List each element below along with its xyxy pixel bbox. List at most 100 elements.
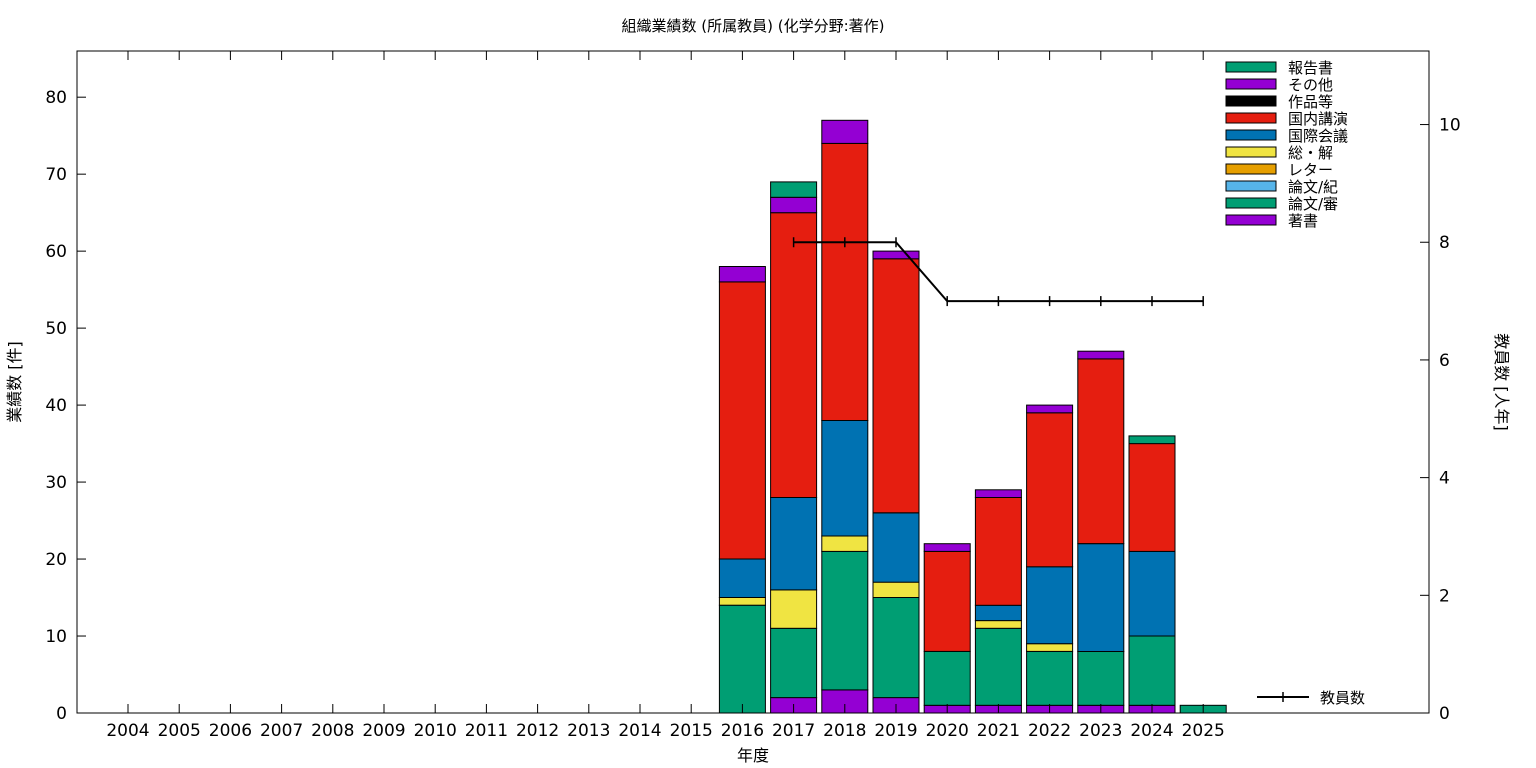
legend-swatch [1225, 214, 1277, 226]
x-tick-label: 2025 [1182, 721, 1225, 741]
bar-2024-series-6 [1128, 443, 1176, 552]
bar-2018-series-8 [821, 119, 869, 144]
legend-label: レター [1288, 161, 1333, 179]
plot-frame [76, 50, 1430, 714]
x-tick-label: 2005 [158, 721, 201, 741]
bar-2022-series-1 [1026, 650, 1074, 706]
x-tick-label: 2015 [670, 721, 713, 741]
x-tick-label: 2007 [260, 721, 303, 741]
y2-tick-label: 4 [1439, 469, 1450, 489]
bar-2022-series-8 [1026, 404, 1074, 414]
bar-2020-series-1 [923, 650, 971, 706]
x-tick-label: 2023 [1079, 721, 1122, 741]
bar-2019-series-8 [872, 250, 920, 260]
legend-label: 国内講演 [1288, 110, 1348, 128]
bar-2017-series-1 [770, 627, 818, 699]
legend-label: 報告書 [1288, 59, 1333, 77]
x-tick-label: 2008 [311, 721, 354, 741]
bars-layer [718, 119, 1227, 714]
bar-2023-series-6 [1077, 358, 1125, 545]
x-axis-label: 年度 [737, 746, 769, 765]
bar-2019-series-6 [872, 258, 920, 514]
legend-swatch [1225, 129, 1277, 141]
bar-2022-series-5 [1026, 566, 1074, 645]
y2-tick-label: 0 [1439, 704, 1450, 724]
legend-swatch [1225, 95, 1277, 107]
bar-2019-series-4 [872, 581, 920, 598]
bar-2017-series-5 [770, 497, 818, 591]
bar-2021-series-4 [974, 620, 1022, 629]
legend-swatch [1225, 78, 1277, 90]
bar-2019-series-5 [872, 512, 920, 583]
ticks-layer: 0 10 20 30 40 50 60 70 80 0 2 4 6 8 10 2004 2005 2006 2007… [45, 51, 1461, 741]
x-tick-label: 2012 [516, 721, 559, 741]
bar-2016-series-1 [718, 604, 766, 714]
legend-label: 作品等 [1288, 93, 1333, 111]
legend-label: 国際会議 [1288, 127, 1348, 145]
bar-2018-series-5 [821, 420, 869, 537]
legend-swatch [1225, 61, 1277, 73]
legend-label: その他 [1288, 76, 1333, 94]
bar-2017-series-9 [770, 181, 818, 198]
y-axis-label: 業績数 [件] [5, 341, 24, 423]
bar-2018-series-1 [821, 550, 869, 691]
bar-2021-series-1 [974, 627, 1022, 706]
y-tick-label: 50 [45, 319, 67, 339]
y2-axis-label: 教員数 [人年] [1492, 333, 1511, 431]
bar-2023-series-1 [1077, 650, 1125, 706]
bar-2018-series-6 [821, 142, 869, 421]
x-tick-label: 2009 [362, 721, 405, 741]
bar-2020-series-6 [923, 550, 971, 652]
legend-line-label: 教員数 [1320, 689, 1365, 707]
bar-2021-series-6 [974, 497, 1022, 606]
bar-2016-series-6 [718, 281, 766, 560]
line-layer [792, 237, 1204, 307]
bar-2021-series-8 [974, 489, 1022, 498]
y-tick-label: 20 [45, 550, 67, 570]
x-tick-label: 2022 [1028, 721, 1071, 741]
bar-2019-series-1 [872, 597, 920, 699]
y-tick-label: 70 [45, 165, 67, 185]
x-tick-label: 2024 [1130, 721, 1173, 741]
bar-2022-series-4 [1026, 643, 1074, 652]
bar-2023-series-5 [1077, 543, 1125, 653]
bar-2017-series-4 [770, 589, 818, 629]
chart-title: 組織業績数 (所属教員) (化学分野:著作) [622, 17, 885, 35]
y-tick-label: 10 [45, 627, 67, 647]
y-tick-label: 0 [56, 704, 67, 724]
x-tick-label: 2006 [209, 721, 252, 741]
x-tick-label: 2014 [618, 721, 661, 741]
x-tick-label: 2016 [721, 721, 764, 741]
bar-2022-series-6 [1026, 412, 1074, 568]
x-tick-label: 2004 [106, 721, 149, 741]
y-tick-label: 80 [45, 88, 67, 108]
y-tick-label: 30 [45, 473, 67, 493]
bar-2023-series-8 [1077, 350, 1125, 360]
x-tick-label: 2013 [567, 721, 610, 741]
y-tick-label: 40 [45, 396, 67, 416]
x-tick-label: 2018 [823, 721, 866, 741]
legend-label: 論文/審 [1288, 195, 1338, 213]
bar-2016-series-4 [718, 597, 766, 606]
legend-swatch [1225, 180, 1277, 192]
x-tick-label: 2017 [772, 721, 815, 741]
y2-tick-label: 6 [1439, 351, 1450, 371]
y2-tick-label: 2 [1439, 586, 1450, 606]
y2-tick-label: 8 [1439, 233, 1450, 253]
x-tick-label: 2011 [465, 721, 508, 741]
legend-swatch [1225, 197, 1277, 209]
bar-2016-series-8 [718, 266, 766, 283]
bar-2024-series-9 [1128, 435, 1176, 445]
bar-2021-series-5 [974, 604, 1022, 622]
bar-2017-series-8 [770, 196, 818, 214]
x-tick-label: 2020 [926, 721, 969, 741]
bar-2018-series-4 [821, 535, 869, 552]
x-tick-label: 2010 [414, 721, 457, 741]
legend-label: 総・解 [1288, 144, 1333, 162]
legend-swatch [1225, 146, 1277, 158]
legend-swatch [1225, 112, 1277, 124]
legend-label: 論文/紀 [1288, 178, 1338, 196]
y-tick-label: 60 [45, 242, 67, 262]
y2-tick-label: 10 [1439, 116, 1461, 136]
